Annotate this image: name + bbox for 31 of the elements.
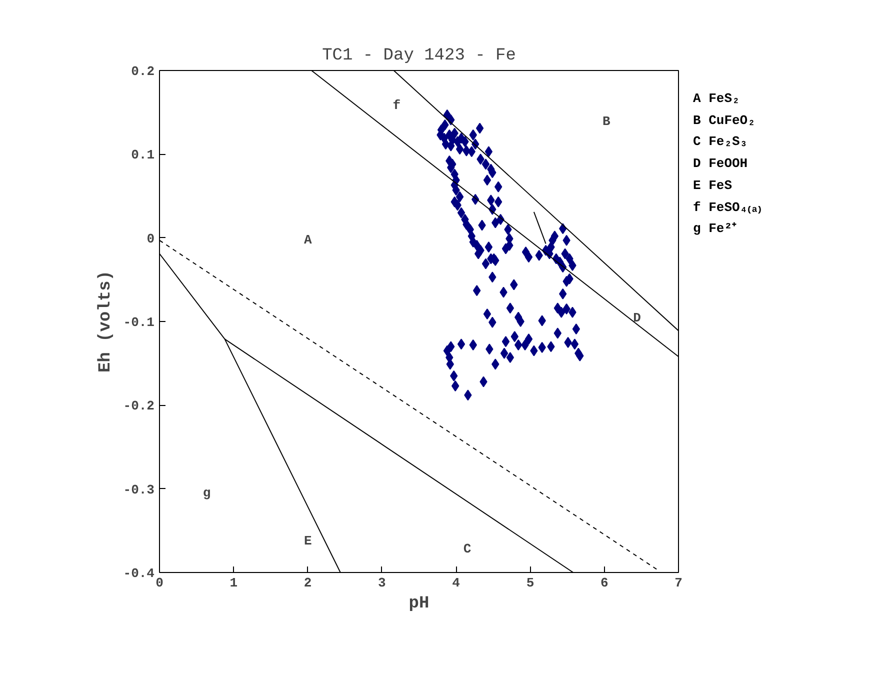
text: g Fe²⁺ <box>693 221 736 236</box>
x-tick-label: 3 <box>378 576 386 590</box>
y-tick-label: 0 <box>146 231 155 246</box>
x-tick-label: 7 <box>674 576 682 590</box>
annotation: C <box>463 541 472 556</box>
annotation: A <box>304 232 312 248</box>
annotation: f <box>392 98 401 114</box>
x-tick-label: 2 <box>304 576 312 590</box>
x-tick-label: 6 <box>600 576 608 590</box>
text: C Fe₂S₃ <box>693 134 748 150</box>
x-axis-title: pH <box>408 594 430 614</box>
y-tick-label: -0.3 <box>123 482 155 498</box>
y-axis-title: Eh (volts) <box>96 270 116 373</box>
text: B CuFeO₂ <box>693 112 756 128</box>
y-tick-label: -0.4 <box>123 566 155 581</box>
x-tick-label: 4 <box>452 576 460 590</box>
text: D FeOOH <box>693 156 748 172</box>
annotation: E <box>304 533 312 548</box>
text: A FeS₂ <box>693 91 740 106</box>
chart-title: TC1 - Day 1423 - Fe <box>322 46 516 66</box>
y-tick-label: -0.1 <box>123 315 155 330</box>
y-tick-label: 0.1 <box>131 148 155 163</box>
x-tick-label: 5 <box>526 576 534 590</box>
y-tick-label: -0.2 <box>123 398 155 414</box>
y-tick-label: 0.2 <box>131 64 155 79</box>
annotation: D <box>633 310 642 326</box>
annotation: g <box>202 486 211 501</box>
text: f FeSO₄₍ₐ₎ <box>693 200 762 215</box>
annotation: B <box>602 114 610 130</box>
text: E FeS <box>693 178 732 193</box>
x-tick-label: 1 <box>230 576 238 590</box>
